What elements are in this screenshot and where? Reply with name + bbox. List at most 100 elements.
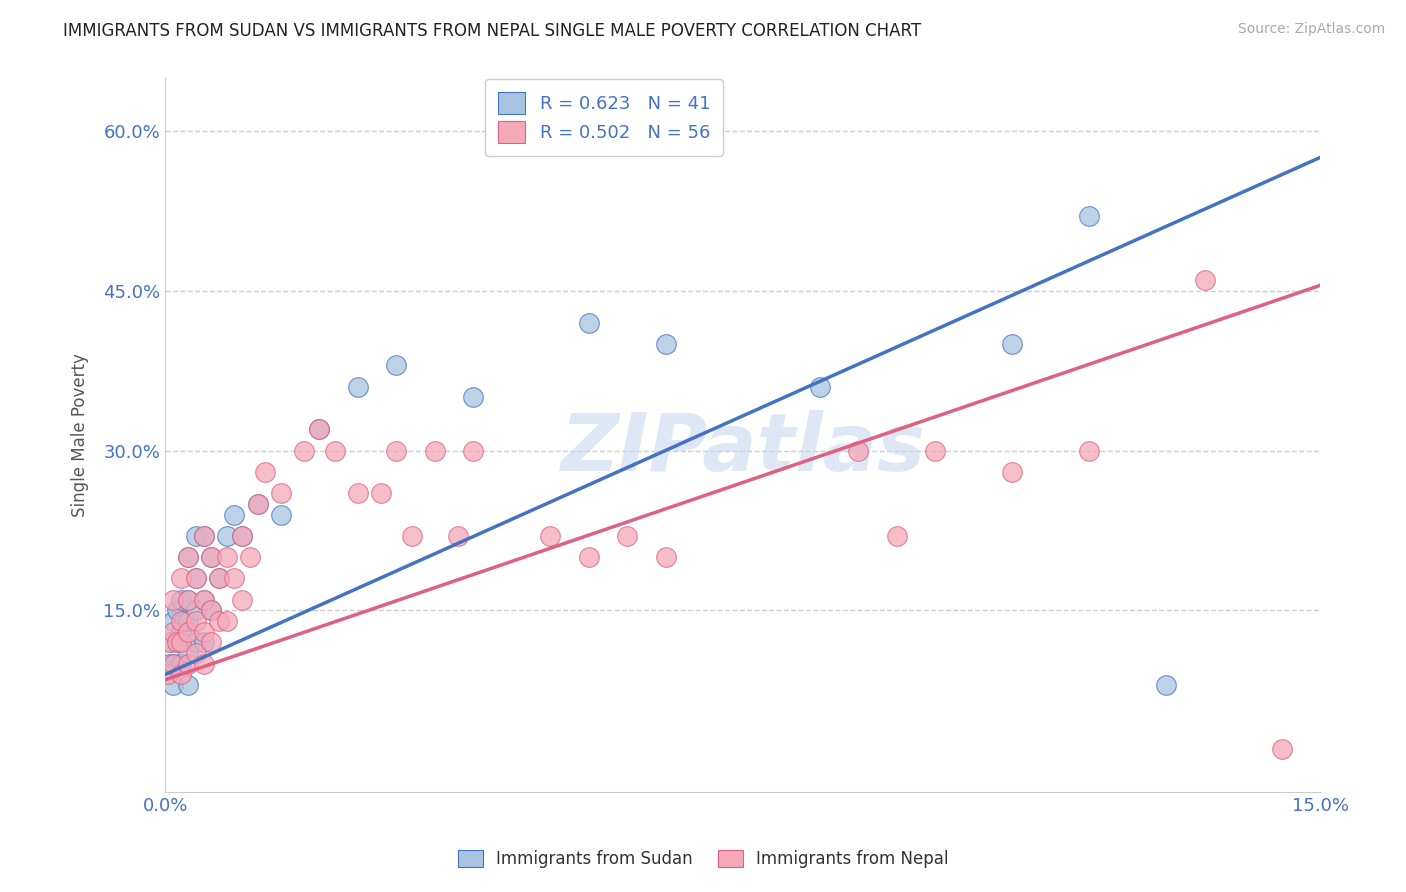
Point — [177, 592, 200, 607]
Point — [173, 614, 195, 628]
Point — [308, 422, 330, 436]
Point — [184, 646, 207, 660]
Point — [1078, 443, 1101, 458]
Point — [200, 635, 222, 649]
Point — [423, 443, 446, 458]
Point — [184, 635, 207, 649]
Point — [200, 603, 222, 617]
Point — [193, 592, 215, 607]
Point — [447, 529, 470, 543]
Point — [616, 529, 638, 543]
Point — [231, 529, 253, 543]
Point — [208, 572, 231, 586]
Legend: R = 0.623   N = 41, R = 0.502   N = 56: R = 0.623 N = 41, R = 0.502 N = 56 — [485, 79, 723, 156]
Point — [157, 635, 180, 649]
Point — [1001, 337, 1024, 351]
Point — [463, 390, 485, 404]
Point — [177, 646, 200, 660]
Point — [463, 443, 485, 458]
Point — [200, 603, 222, 617]
Point — [215, 550, 238, 565]
Point — [193, 592, 215, 607]
Point — [157, 657, 180, 671]
Point — [385, 443, 408, 458]
Point — [177, 614, 200, 628]
Text: Source: ZipAtlas.com: Source: ZipAtlas.com — [1237, 22, 1385, 37]
Point — [169, 592, 191, 607]
Point — [193, 529, 215, 543]
Point — [157, 667, 180, 681]
Point — [166, 603, 188, 617]
Point — [193, 635, 215, 649]
Point — [169, 635, 191, 649]
Y-axis label: Single Male Poverty: Single Male Poverty — [72, 352, 89, 516]
Point — [162, 657, 184, 671]
Point — [166, 635, 188, 649]
Point — [215, 529, 238, 543]
Point — [654, 550, 676, 565]
Point — [846, 443, 869, 458]
Point — [231, 592, 253, 607]
Point — [254, 465, 277, 479]
Point — [162, 624, 184, 639]
Point — [169, 614, 191, 628]
Point — [401, 529, 423, 543]
Point — [177, 550, 200, 565]
Point — [578, 316, 600, 330]
Point — [184, 529, 207, 543]
Point — [163, 657, 186, 671]
Point — [177, 624, 200, 639]
Point — [162, 678, 184, 692]
Point — [169, 667, 191, 681]
Point — [1194, 273, 1216, 287]
Point — [177, 592, 200, 607]
Point — [231, 529, 253, 543]
Point — [1156, 678, 1178, 692]
Point — [162, 614, 184, 628]
Point — [308, 422, 330, 436]
Point — [169, 657, 191, 671]
Point — [224, 508, 246, 522]
Point — [292, 443, 315, 458]
Point — [169, 572, 191, 586]
Point — [184, 603, 207, 617]
Point — [385, 359, 408, 373]
Point — [200, 550, 222, 565]
Point — [166, 635, 188, 649]
Point — [1078, 209, 1101, 223]
Point — [224, 572, 246, 586]
Point — [538, 529, 561, 543]
Point — [346, 486, 368, 500]
Point — [162, 592, 184, 607]
Point — [177, 550, 200, 565]
Point — [654, 337, 676, 351]
Point — [184, 614, 207, 628]
Point — [215, 614, 238, 628]
Point — [208, 614, 231, 628]
Point — [370, 486, 392, 500]
Point — [177, 678, 200, 692]
Point — [246, 497, 269, 511]
Point — [208, 572, 231, 586]
Point — [323, 443, 346, 458]
Point — [193, 624, 215, 639]
Point — [886, 529, 908, 543]
Point — [578, 550, 600, 565]
Text: ZIPatlas: ZIPatlas — [560, 409, 925, 488]
Point — [177, 657, 200, 671]
Point — [924, 443, 946, 458]
Point — [169, 624, 191, 639]
Point — [808, 379, 831, 393]
Point — [184, 572, 207, 586]
Point — [193, 657, 215, 671]
Point — [1001, 465, 1024, 479]
Point — [270, 508, 292, 522]
Point — [239, 550, 262, 565]
Point — [160, 635, 183, 649]
Point — [193, 529, 215, 543]
Point — [184, 572, 207, 586]
Legend: Immigrants from Sudan, Immigrants from Nepal: Immigrants from Sudan, Immigrants from N… — [451, 843, 955, 875]
Point — [200, 550, 222, 565]
Point — [246, 497, 269, 511]
Point — [346, 379, 368, 393]
